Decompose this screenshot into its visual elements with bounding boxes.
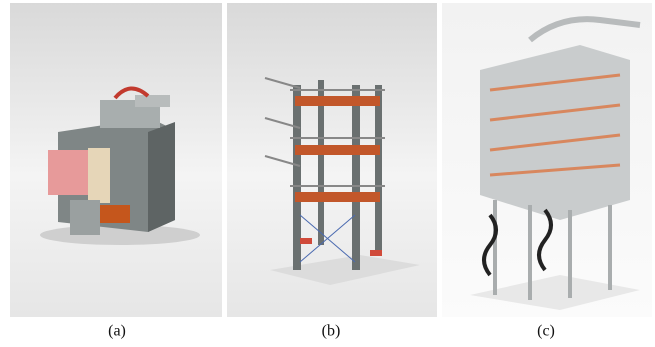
panel-label: (a)	[108, 323, 126, 340]
panel-c-image	[442, 3, 652, 317]
panel-b-image	[227, 3, 437, 317]
panel-label: (c)	[537, 323, 555, 340]
figure: (a) (b) (c)	[0, 0, 655, 347]
panel-a-image	[10, 3, 222, 317]
panel-label: (b)	[322, 323, 341, 340]
